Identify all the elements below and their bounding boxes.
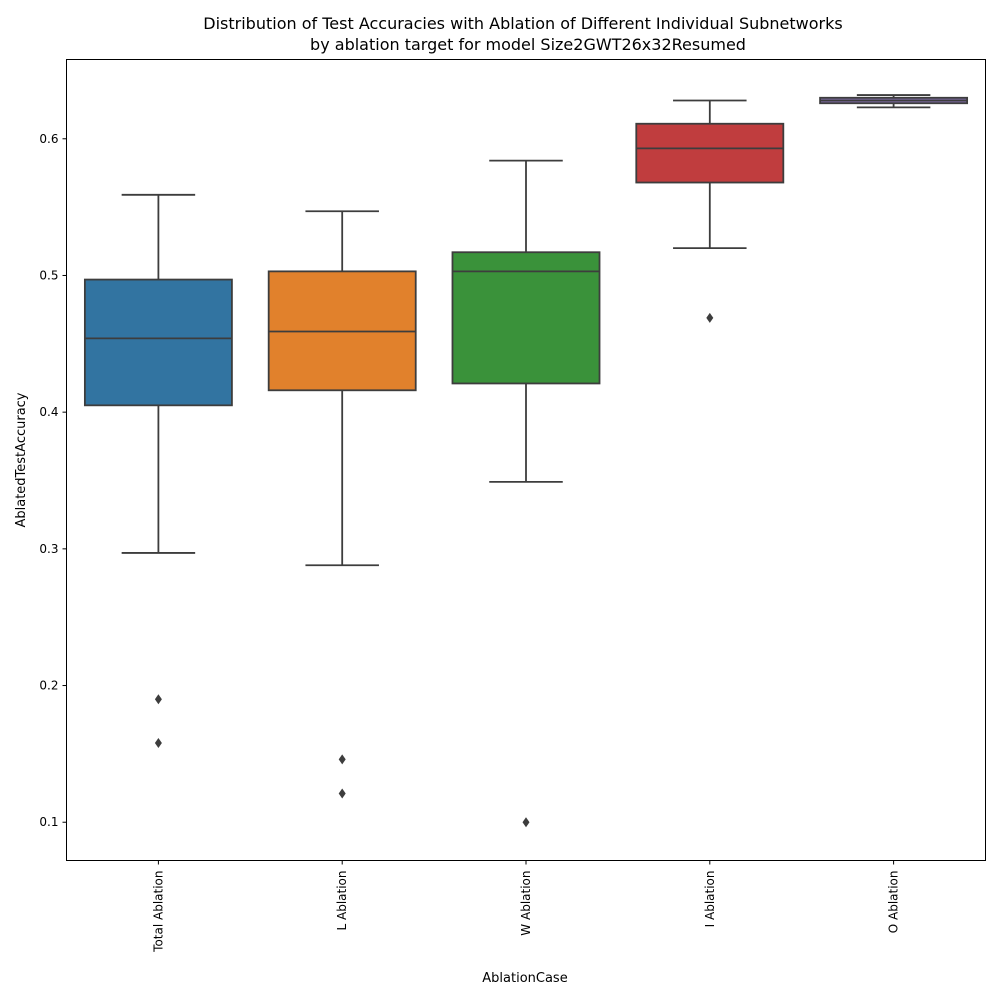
box: [83, 278, 233, 407]
x-tick-label: W Ablation: [519, 871, 533, 936]
y-tick-label: 0.1: [39, 815, 58, 829]
box: [451, 251, 601, 385]
x-tick-label: L Ablation: [335, 871, 349, 931]
box-group: [267, 210, 417, 799]
y-tick-label: 0.5: [39, 268, 58, 282]
box: [635, 122, 785, 184]
y-tick-label: 0.4: [39, 405, 58, 419]
outlier-point: [154, 737, 162, 748]
y-axis-label: AblatedTestAccuracy: [14, 392, 29, 527]
x-tick-label: Total Ablation: [151, 871, 165, 953]
box-group: [819, 94, 969, 109]
outlier-point: [706, 312, 714, 323]
axes: 0.1 0.2 0.3 0.4 0.5 0.6 Total Ablation L Ablati…: [39, 132, 900, 953]
plot-area: [83, 94, 969, 828]
outlier-point: [338, 788, 346, 799]
box-group: [451, 159, 601, 828]
x-tick-label: O Ablation: [887, 871, 901, 934]
x-axis-label: AblationCase: [482, 971, 567, 986]
y-tick-label: 0.6: [39, 132, 58, 146]
chart-title: Distribution of Test Accuracies with Abl…: [203, 14, 842, 33]
y-tick-label: 0.3: [39, 542, 58, 556]
outlier-point: [522, 817, 530, 828]
outlier-point: [154, 694, 162, 705]
y-tick-label: 0.2: [39, 679, 58, 693]
outlier-point: [338, 754, 346, 765]
x-tick-label: I Ablation: [703, 871, 717, 928]
box-group: [83, 193, 233, 748]
box-group: [635, 99, 785, 323]
chart-subtitle: by ablation target for model Size2GWT26x…: [310, 35, 746, 54]
